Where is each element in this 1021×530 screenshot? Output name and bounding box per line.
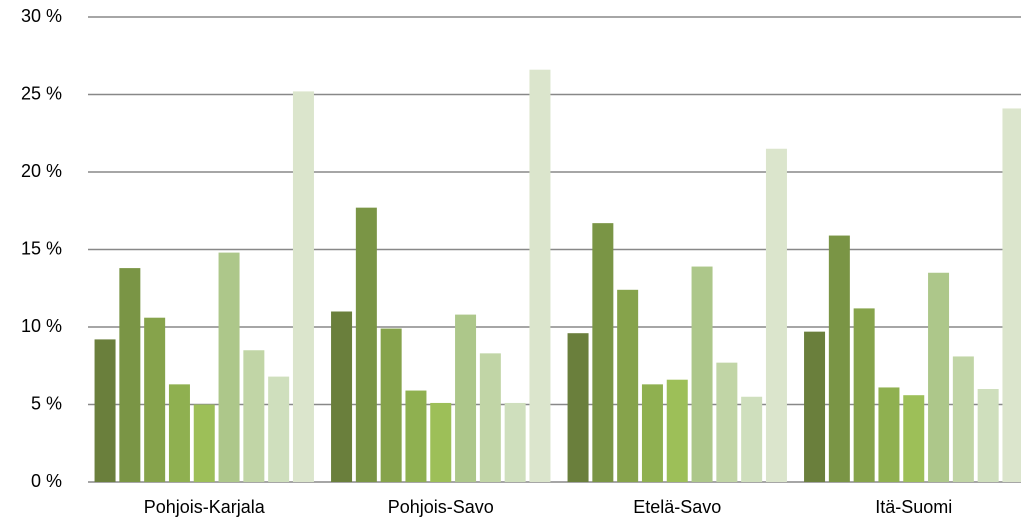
bar [567,333,589,482]
bar [716,362,738,482]
bar [828,235,850,482]
y-tick-label: 10 % [21,316,62,336]
bar [666,379,688,482]
y-tick-label: 20 % [21,161,62,181]
bar [952,356,974,482]
x-tick-label: Etelä-Savo [633,497,721,517]
y-tick-label: 30 % [21,6,62,26]
bar [504,402,526,482]
bar [592,223,614,482]
bar [168,384,190,482]
bar [193,404,215,482]
bar [741,396,763,482]
bar [268,376,290,482]
y-tick-label: 15 % [21,238,62,258]
x-tick-label: Pohjois-Savo [388,497,494,517]
bar [529,69,551,482]
bar [641,384,663,482]
bar [218,252,240,482]
bar [977,389,999,482]
y-tick-label: 0 % [31,471,62,491]
bar [765,148,787,482]
bar [617,289,639,482]
bar [804,331,826,482]
bar [405,390,427,482]
bar [455,314,477,482]
x-tick-label: Itä-Suomi [875,497,952,517]
y-tick-label: 25 % [21,83,62,103]
bar [144,317,166,482]
bar [430,402,452,482]
bar [94,339,116,482]
bar [878,387,900,482]
bar [691,266,713,482]
bar [243,350,265,482]
y-tick-label: 5 % [31,393,62,413]
bar [928,272,950,482]
bar [292,91,314,483]
bar [331,311,353,482]
x-tick-label: Pohjois-Karjala [144,497,266,517]
bar [119,268,141,482]
bar [903,395,925,482]
bar [479,353,501,482]
bar [355,207,377,482]
bar [1002,108,1021,482]
bar [380,328,402,482]
bar [853,308,875,482]
